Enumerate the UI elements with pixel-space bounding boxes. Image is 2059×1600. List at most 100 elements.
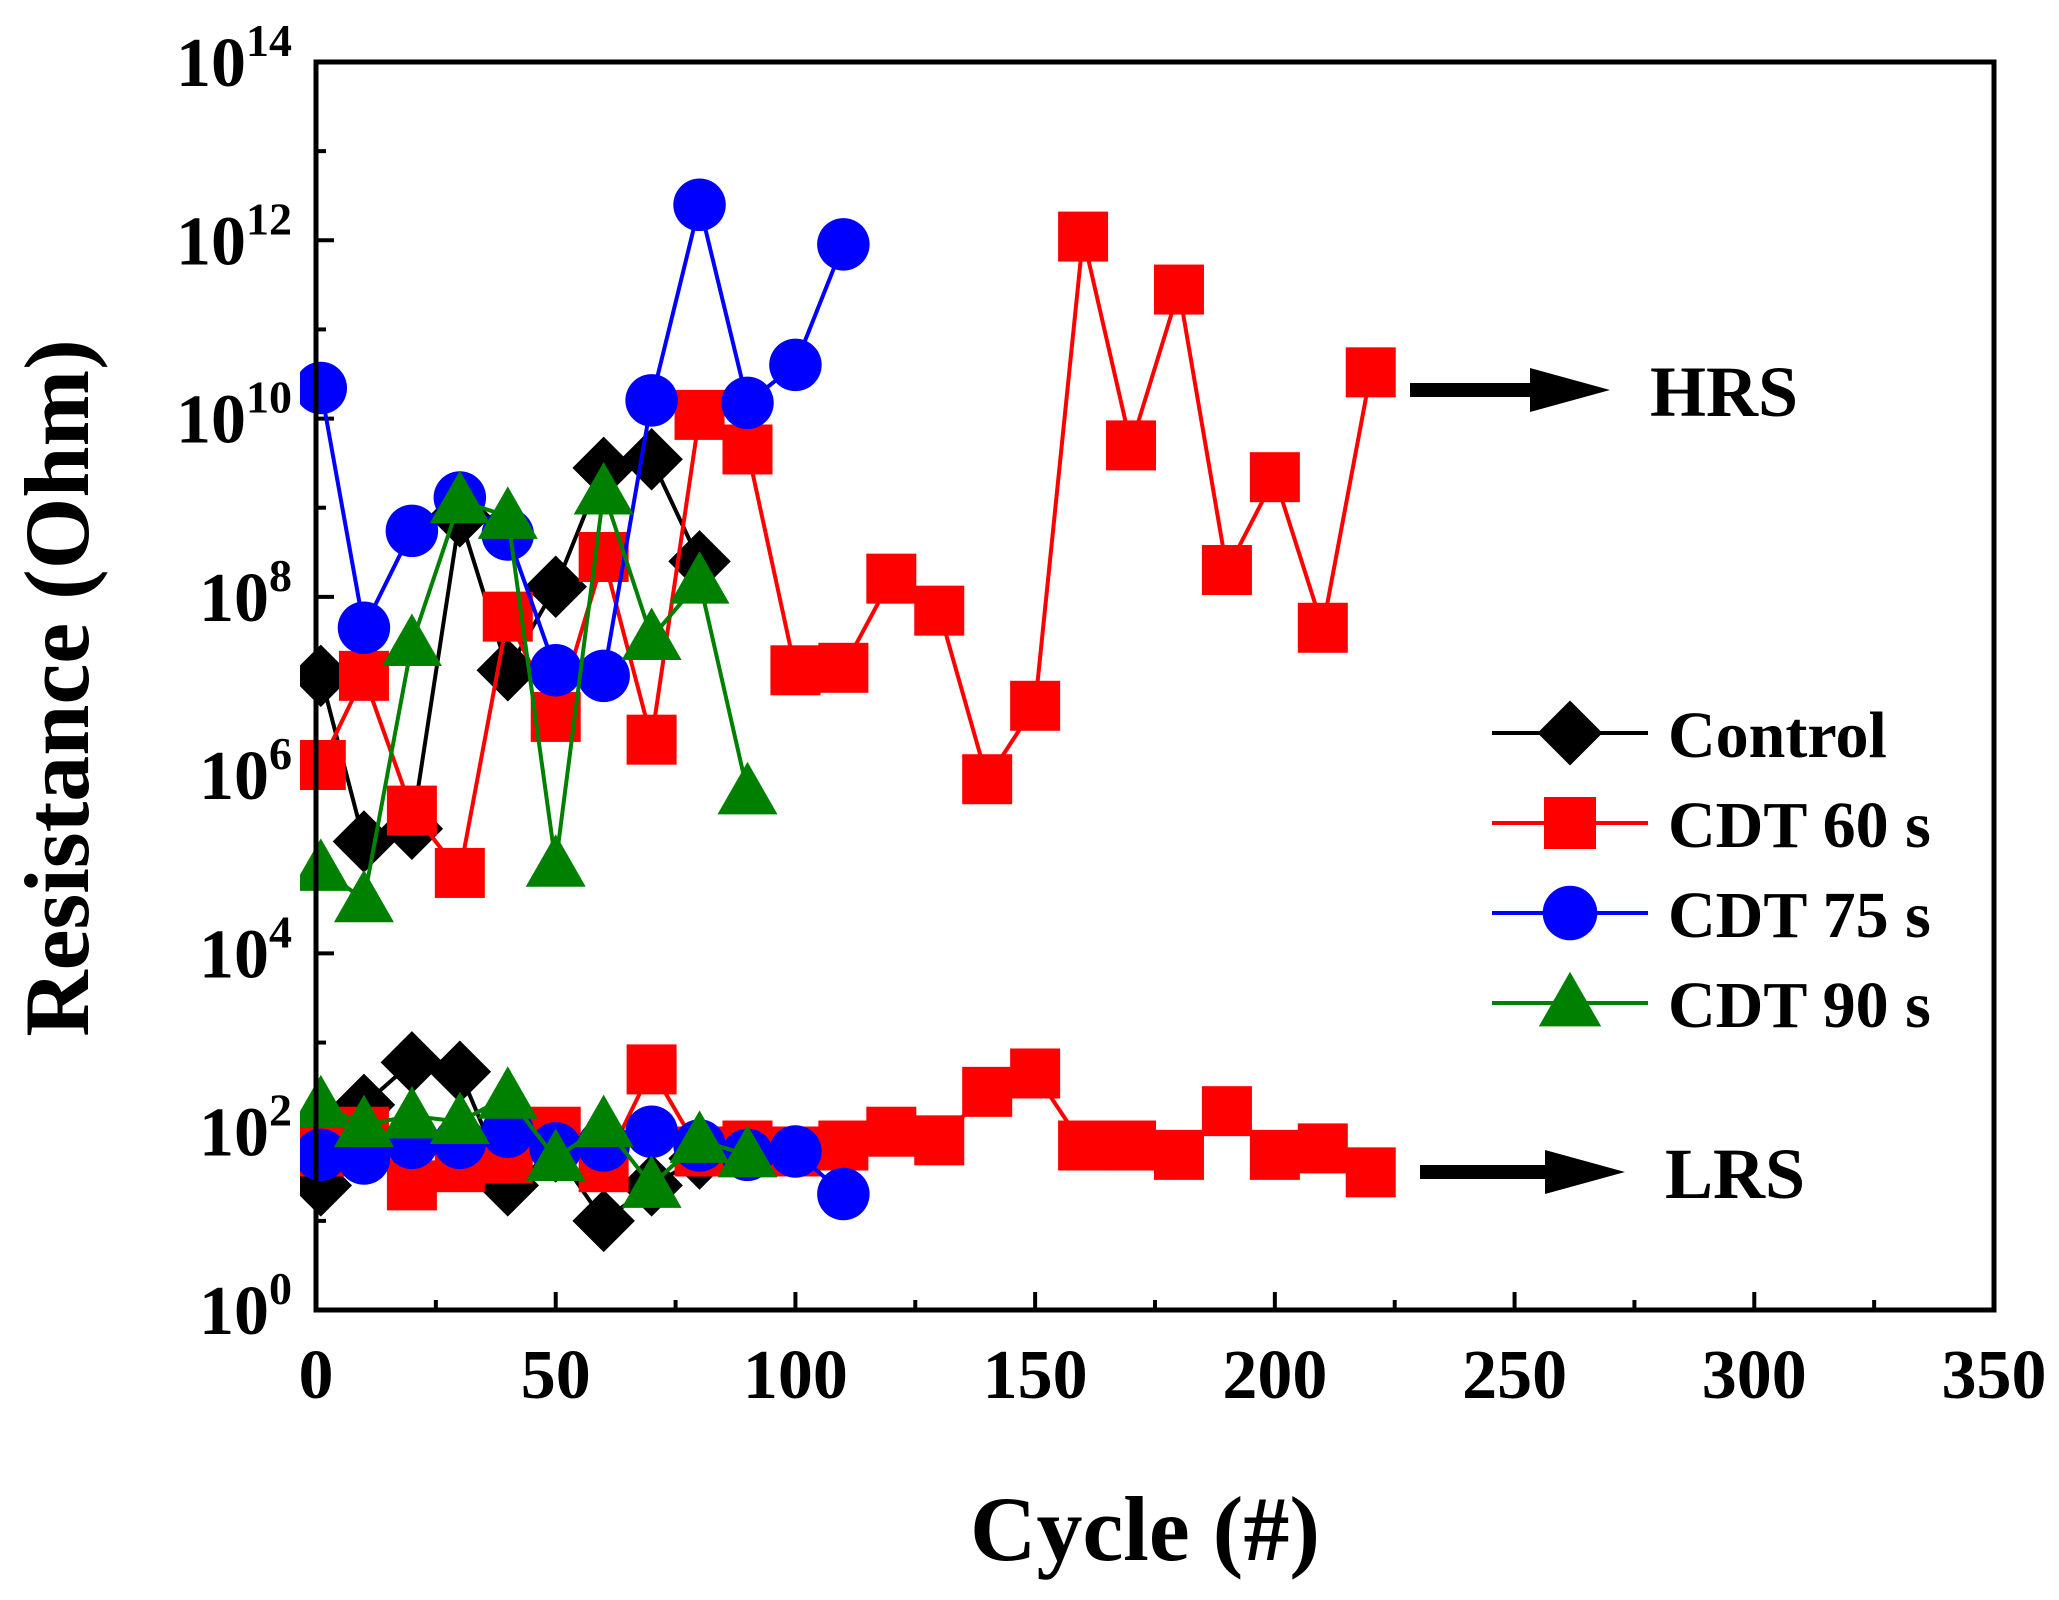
x-tick-label: 100 [743, 1337, 848, 1414]
annotation-arrow-head [1545, 1150, 1625, 1194]
cdt-75-s-lrs-point [769, 1125, 822, 1178]
cdt-90-s-lrs-point [477, 1066, 538, 1119]
y-tick-label: 106 [199, 728, 292, 815]
cdt-60-s-lrs-point [1201, 1086, 1252, 1137]
x-tick-label: 50 [521, 1337, 591, 1414]
cdt-90-s-hrs-point [381, 613, 442, 666]
cdt-60-s-hrs-point [338, 650, 389, 701]
cdt-75-s-hrs-point [625, 374, 678, 427]
x-tick-label: 150 [983, 1337, 1088, 1414]
y-tick-label: 1010 [176, 372, 292, 459]
legend-label: CDT 60 s [1668, 789, 1931, 862]
cdt-75-s-hrs-point [300, 361, 348, 415]
cdt-60-s-hrs-point [1249, 452, 1300, 503]
series-cdt-90-s [300, 462, 778, 1208]
y-axis-title: Resistance (Ohm) [6, 339, 108, 1037]
cdt-60-s-hrs-point [1297, 602, 1348, 653]
legend-entry: CDT 90 s [1492, 969, 1931, 1042]
cdt-60-s-lrs-point [1010, 1048, 1061, 1099]
annotation-arrow-head [1530, 368, 1610, 412]
cdt-90-s-hrs-line [319, 491, 750, 904]
annotation-lrs: LRS [1420, 1134, 1805, 1214]
y-tick-label: 1012 [176, 193, 292, 280]
cdt-60-s-lrs-point [1345, 1147, 1396, 1198]
cdt-90-s-hrs-point [621, 607, 682, 661]
control-hrs-point [476, 639, 540, 702]
cdt-90-s-lrs-point [525, 1128, 586, 1182]
cdt-75-s-lrs-point [625, 1105, 678, 1158]
x-tick-label: 350 [1942, 1337, 2047, 1414]
cdt-60-s-lrs-point [866, 1106, 917, 1157]
control-lrs-point [572, 1189, 635, 1253]
annotations: HRS LRS [1410, 352, 1805, 1214]
series-layer [300, 178, 1396, 1253]
legend-marker [1537, 700, 1603, 766]
cdt-90-s-lrs-point [669, 1110, 730, 1163]
cdt-60-s-hrs-point [626, 714, 677, 765]
cdt-75-s-hrs-point [673, 178, 726, 232]
control-hrs-point [524, 555, 587, 618]
y-tick-label: 1014 [176, 15, 292, 102]
x-tick-label: 300 [1702, 1337, 1807, 1414]
cdt-60-s-hrs-point [300, 739, 346, 790]
cdt-60-s-lrs-point [962, 1066, 1013, 1117]
annotation-hrs: HRS [1410, 352, 1798, 432]
legend-entry: Control [1492, 699, 1887, 772]
legend-entry: CDT 75 s [1492, 879, 1931, 952]
control-lrs-point [380, 1031, 444, 1094]
cdt-90-s-lrs-point [300, 1074, 351, 1128]
y-tick-label: 108 [199, 550, 292, 637]
control-hrs-point [332, 810, 396, 873]
cdt-60-s-lrs-point [1297, 1123, 1348, 1174]
legend-entry: CDT 60 s [1492, 789, 1931, 862]
cdt-90-s-hrs-point [525, 834, 586, 887]
cdt-75-s-hrs-point [337, 601, 391, 655]
cdt-90-s-lrs-line [319, 1093, 749, 1189]
cdt-60-s-lrs-point [1153, 1129, 1204, 1180]
cdt-90-s-lrs-point [333, 1094, 394, 1148]
plot-frame [313, 59, 1997, 1313]
cdt-90-s-lrs-point [429, 1091, 490, 1145]
cdt-75-s-hrs-point [817, 218, 870, 271]
annotation-label: HRS [1650, 352, 1798, 432]
cdt-90-s-lrs-point [717, 1124, 778, 1178]
cdt-90-s-lrs-point [573, 1094, 634, 1148]
legend: Control CDT 60 s CDT 75 s CDT 90 s [1492, 699, 1931, 1042]
cdt-60-s-hrs-point [1010, 680, 1061, 731]
cdt-60-s-hrs-point [1106, 420, 1157, 471]
cdt-90-s-hrs-point [669, 551, 730, 604]
legend-marker [1542, 885, 1598, 941]
cdt-60-s-lrs-point [626, 1044, 677, 1095]
annotation-label: LRS [1665, 1134, 1805, 1214]
y-axis-ticks: 100 102 104 106 108 1010 1012 1014 [176, 15, 334, 1350]
cdt-90-s-lrs-point [381, 1086, 442, 1139]
cdt-60-s-hrs-point [1201, 545, 1252, 596]
x-tick-label: 200 [1222, 1337, 1327, 1414]
cdt-60-s-hrs-point [722, 424, 773, 475]
cdt-60-s-hrs-point [914, 585, 965, 636]
cdt-60-s-hrs-point [770, 645, 821, 696]
y-tick-label: 102 [199, 1085, 292, 1172]
cdt-60-s-lrs-point [1058, 1120, 1109, 1171]
cdt-75-s-hrs-point [385, 504, 439, 558]
cdt-60-s-hrs-point [818, 642, 869, 693]
legend-label: CDT 75 s [1668, 879, 1931, 952]
cdt-90-s-hrs-point [300, 838, 351, 891]
cdt-90-s-hrs-point [573, 462, 634, 515]
cdt-60-s-hrs-point [866, 553, 917, 604]
cdt-90-s-hrs-point [717, 761, 778, 815]
cdt-75-s-hrs-point [721, 376, 774, 430]
cdt-75-s-lrs-point [300, 1128, 348, 1182]
cdt-60-s-lrs-point [1249, 1129, 1300, 1180]
cdt-60-s-hrs-point [1345, 347, 1396, 398]
control-hrs-point [620, 427, 683, 491]
cdt-75-s-hrs-point [769, 338, 822, 392]
x-axis-title: Cycle (#) [970, 1478, 1320, 1580]
cdt-90-s-hrs-point [477, 486, 538, 539]
cdt-60-s-hrs-point [674, 389, 725, 440]
x-tick-label: 0 [299, 1337, 334, 1414]
cdt-90-s-hrs-point [429, 470, 490, 524]
cdt-60-s-lrs-point [914, 1115, 965, 1166]
legend-label: CDT 90 s [1668, 969, 1931, 1042]
